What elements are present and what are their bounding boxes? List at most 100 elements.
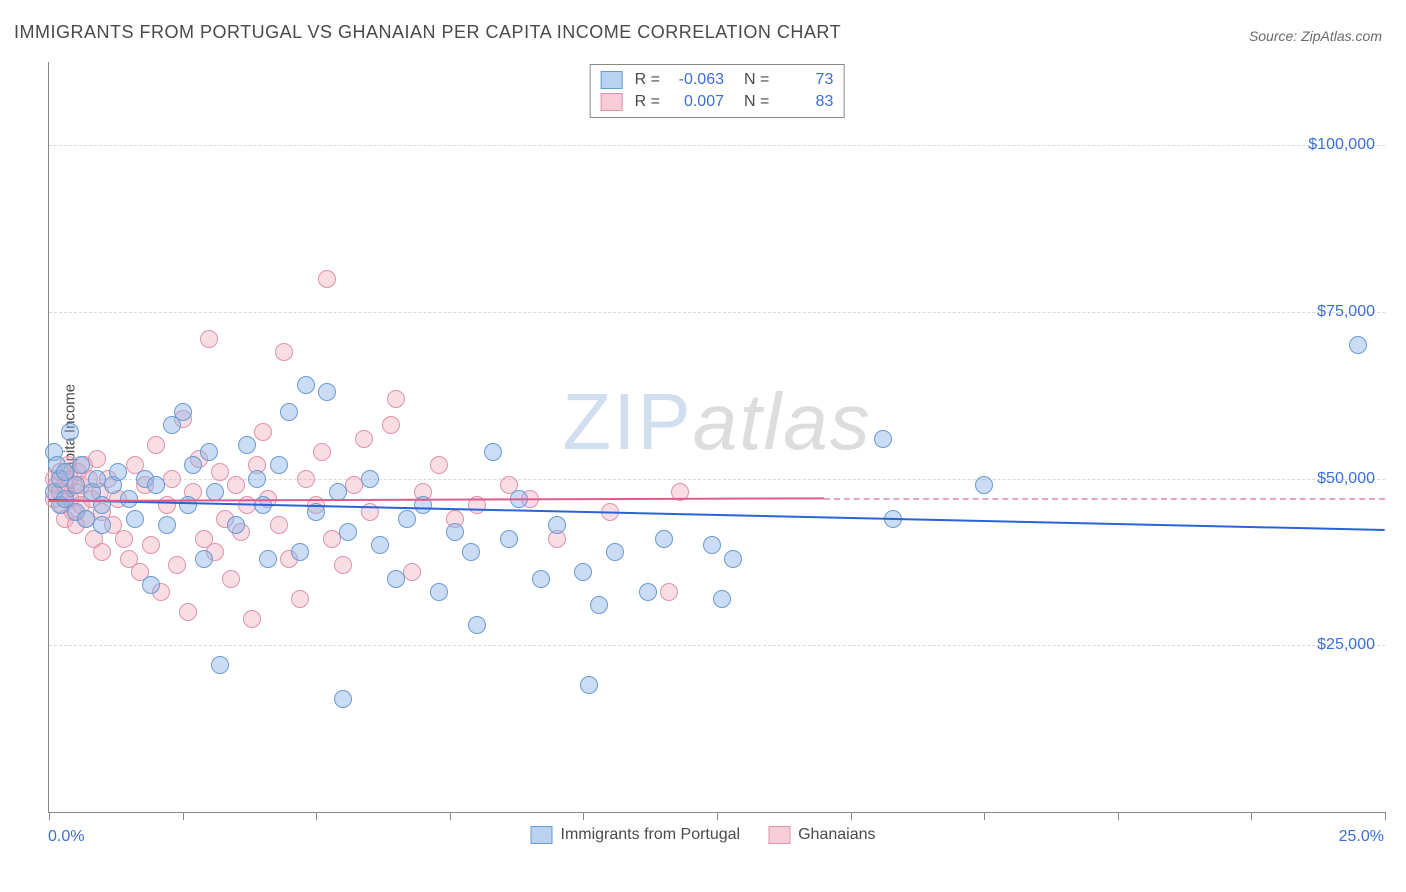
x-tick: [450, 812, 451, 820]
data-point: [168, 556, 186, 574]
legend-swatch-icon: [768, 826, 790, 844]
data-point: [713, 590, 731, 608]
legend-item: Ghanaians: [768, 826, 875, 844]
data-point: [548, 516, 566, 534]
data-point: [606, 543, 624, 561]
chart-title: IMMIGRANTS FROM PORTUGAL VS GHANAIAN PER…: [14, 22, 841, 43]
data-point: [61, 423, 79, 441]
data-point: [403, 563, 421, 581]
data-point: [382, 416, 400, 434]
legend-swatch-icon: [531, 826, 553, 844]
legend-r-value: -0.063: [668, 69, 724, 91]
data-point: [270, 456, 288, 474]
data-point: [313, 443, 331, 461]
source-credit: Source: ZipAtlas.com: [1249, 28, 1382, 44]
data-point: [248, 470, 266, 488]
data-point: [484, 443, 502, 461]
data-point: [291, 543, 309, 561]
data-point: [88, 450, 106, 468]
data-point: [430, 456, 448, 474]
x-tick: [583, 812, 584, 820]
data-point: [179, 603, 197, 621]
x-tick: [1251, 812, 1252, 820]
data-point: [142, 576, 160, 594]
x-tick: [851, 812, 852, 820]
data-point: [227, 476, 245, 494]
data-point: [200, 443, 218, 461]
data-point: [500, 530, 518, 548]
y-tick-label: $25,000: [1317, 636, 1375, 654]
data-point: [387, 570, 405, 588]
data-point: [158, 516, 176, 534]
gridline: [49, 145, 1385, 146]
legend-item-label: Ghanaians: [798, 826, 875, 844]
y-tick-label: $50,000: [1317, 470, 1375, 488]
data-point: [93, 543, 111, 561]
x-axis-min-label: 0.0%: [48, 828, 84, 846]
data-point: [590, 596, 608, 614]
data-point: [297, 470, 315, 488]
x-axis-max-label: 25.0%: [1339, 828, 1384, 846]
data-point: [655, 530, 673, 548]
legend-item: Immigrants from Portugal: [531, 826, 741, 844]
x-tick: [984, 812, 985, 820]
data-point: [259, 550, 277, 568]
data-point: [270, 516, 288, 534]
data-point: [243, 610, 261, 628]
legend-item-label: Immigrants from Portugal: [561, 826, 741, 844]
data-point: [318, 270, 336, 288]
data-point: [195, 550, 213, 568]
trend-line-extension: [824, 498, 1385, 500]
data-point: [639, 583, 657, 601]
data-point: [371, 536, 389, 554]
legend-bottom: Immigrants from Portugal Ghanaians: [531, 826, 876, 844]
watermark-zip: ZIP: [562, 377, 692, 466]
data-point: [446, 523, 464, 541]
data-point: [211, 656, 229, 674]
legend-stats-row: R = 0.007 N = 83: [601, 91, 834, 113]
legend-stats-row: R = -0.063 N = 73: [601, 69, 834, 91]
data-point: [334, 556, 352, 574]
trend-line: [49, 499, 1385, 531]
legend-swatch-icon: [601, 93, 623, 111]
x-tick: [316, 812, 317, 820]
legend-n-label: N =: [744, 91, 769, 113]
data-point: [184, 456, 202, 474]
legend-n-value: 83: [777, 91, 833, 113]
legend-n-label: N =: [744, 69, 769, 91]
data-point: [280, 403, 298, 421]
data-point: [297, 376, 315, 394]
data-point: [147, 436, 165, 454]
data-point: [109, 463, 127, 481]
data-point: [206, 483, 224, 501]
data-point: [72, 456, 90, 474]
legend-r-label: R =: [635, 91, 660, 113]
data-point: [93, 516, 111, 534]
data-point: [163, 470, 181, 488]
gridline: [49, 312, 1385, 313]
data-point: [318, 383, 336, 401]
y-tick-label: $75,000: [1317, 303, 1375, 321]
gridline: [49, 645, 1385, 646]
legend-r-value: 0.007: [668, 91, 724, 113]
legend-r-label: R =: [635, 69, 660, 91]
data-point: [339, 523, 357, 541]
data-point: [975, 476, 993, 494]
data-point: [580, 676, 598, 694]
data-point: [398, 510, 416, 528]
data-point: [254, 423, 272, 441]
x-tick: [1118, 812, 1119, 820]
data-point: [291, 590, 309, 608]
data-point: [874, 430, 892, 448]
legend-n-value: 73: [777, 69, 833, 91]
data-point: [387, 390, 405, 408]
data-point: [462, 543, 480, 561]
legend-stats-panel: R = -0.063 N = 73 R = 0.007 N = 83: [590, 64, 845, 118]
x-tick: [183, 812, 184, 820]
data-point: [120, 490, 138, 508]
data-point: [126, 510, 144, 528]
data-point: [147, 476, 165, 494]
data-point: [430, 583, 448, 601]
data-point: [355, 430, 373, 448]
data-point: [174, 403, 192, 421]
